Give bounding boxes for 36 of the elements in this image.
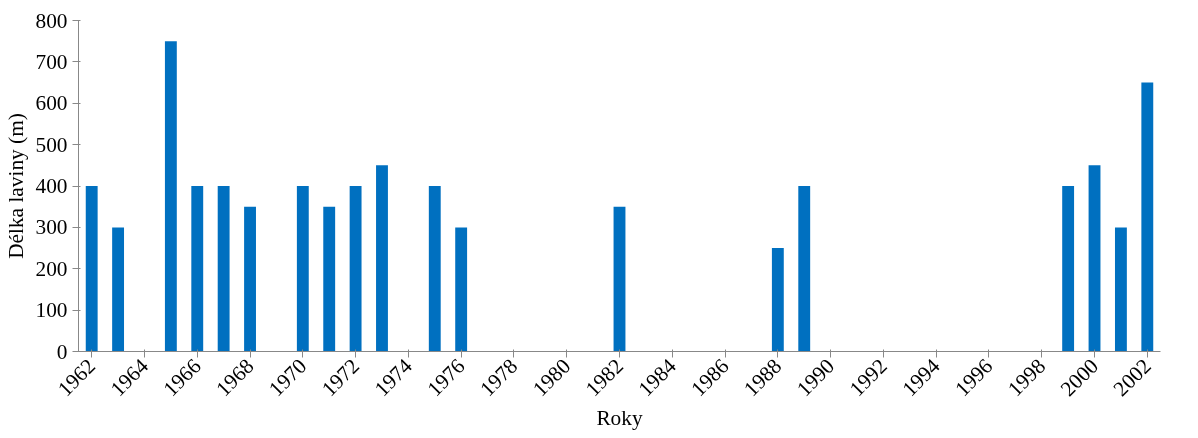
y-tick-label: 100	[35, 298, 68, 323]
y-tick-label: 500	[35, 132, 68, 157]
x-tick-label: 1970	[264, 354, 312, 402]
x-axis-title: Roky	[596, 405, 643, 430]
x-tick-label: 1980	[528, 354, 576, 402]
bar	[296, 186, 309, 352]
bar	[244, 206, 256, 352]
bar	[164, 41, 177, 352]
bar	[349, 186, 362, 352]
bar	[613, 206, 626, 352]
y-tick-label: 800	[35, 8, 68, 33]
y-tick-label: 200	[35, 256, 68, 281]
y-tick-label: 700	[35, 49, 68, 74]
bar	[1141, 82, 1154, 352]
x-tick-label: 1972	[316, 354, 365, 402]
bar	[85, 186, 98, 352]
y-tick-label: 0	[56, 339, 68, 364]
y-tick-label: 300	[35, 215, 68, 240]
bar	[771, 248, 784, 352]
bar	[323, 206, 336, 352]
bar	[798, 186, 811, 352]
bar	[191, 186, 204, 352]
y-axis-title: Délka laviny (m)	[3, 113, 28, 259]
x-tick-label: 1992	[844, 354, 892, 402]
bar	[1114, 227, 1127, 352]
bar	[1088, 165, 1101, 352]
x-tick-label: 1982	[580, 354, 628, 402]
bar	[376, 165, 388, 352]
bar	[1062, 186, 1075, 352]
y-tick-label: 600	[35, 91, 68, 116]
x-tick-label: 1990	[791, 354, 840, 402]
bar	[217, 186, 230, 352]
bar	[428, 186, 441, 352]
bar	[455, 227, 468, 352]
bar	[112, 227, 125, 352]
y-tick-label: 400	[35, 174, 68, 198]
